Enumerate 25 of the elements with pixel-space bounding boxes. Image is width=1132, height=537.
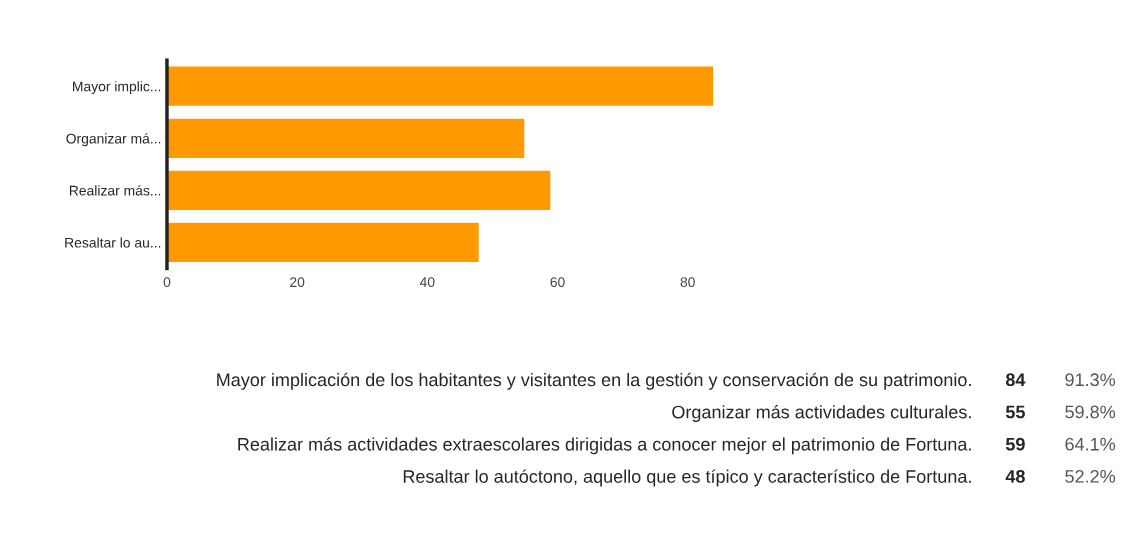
bar [166, 169, 552, 212]
y-tick-label: Realizar más... [69, 185, 161, 196]
text: Realizar más actividades extraescolares dirigidas a conocer mejor el patrimonio de Fortuna. [238, 437, 971, 455]
text: 64.1% [1065, 437, 1116, 451]
text: Mayor implicación de los habitantes y visitantes en la gestión y conservación de su patrimonio. [217, 372, 971, 390]
text: 59.8% [1065, 405, 1116, 419]
bar [166, 117, 526, 160]
text: 52.2% [1065, 469, 1116, 483]
text: Resaltar lo autóctono, aquello que es típico y característico de Fortuna. [403, 469, 971, 487]
text: Organizar más actividades culturales. [672, 404, 971, 423]
x-tick-label: 0 [163, 277, 171, 288]
text: 91.3% [1065, 373, 1116, 387]
text: 59 [1005, 437, 1025, 451]
bar [166, 65, 714, 108]
x-tick-label: 20 [290, 277, 305, 288]
x-tick-label: 60 [550, 277, 565, 288]
y-tick-label: Mayor implic... [73, 81, 161, 95]
text: 55 [1005, 405, 1025, 419]
y-tick-label: Resaltar lo au... [65, 237, 161, 248]
y-tick-label: Organizar má... [66, 133, 161, 147]
bar [166, 221, 481, 264]
x-tick-label: 40 [419, 277, 435, 288]
x-tick-label: 80 [680, 277, 695, 288]
text: 48 [1005, 469, 1025, 483]
text: 84 [1005, 373, 1026, 387]
